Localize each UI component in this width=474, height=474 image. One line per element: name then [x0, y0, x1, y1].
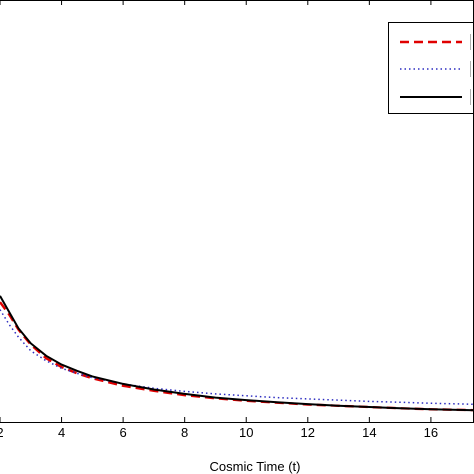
legend	[388, 22, 474, 114]
x-tick-label: 8	[181, 425, 188, 440]
x-tick-label: 12	[301, 425, 315, 440]
x-tick-label: 2	[0, 425, 4, 440]
x-axis-title: Cosmic Time (t)	[210, 459, 301, 474]
x-tick-label: 4	[58, 425, 65, 440]
series-line-dotted	[0, 309, 474, 406]
x-tick-label: 16	[424, 425, 438, 440]
legend-box	[388, 22, 474, 114]
x-tick-label: 14	[362, 425, 376, 440]
x-tick-label: 10	[239, 425, 253, 440]
x-tick-layer: 2 4 6 8 10 12 14 16	[0, 0, 438, 440]
series-layer	[0, 295, 474, 412]
x-tick-label: 6	[119, 425, 126, 440]
series-line-solid	[0, 295, 474, 412]
